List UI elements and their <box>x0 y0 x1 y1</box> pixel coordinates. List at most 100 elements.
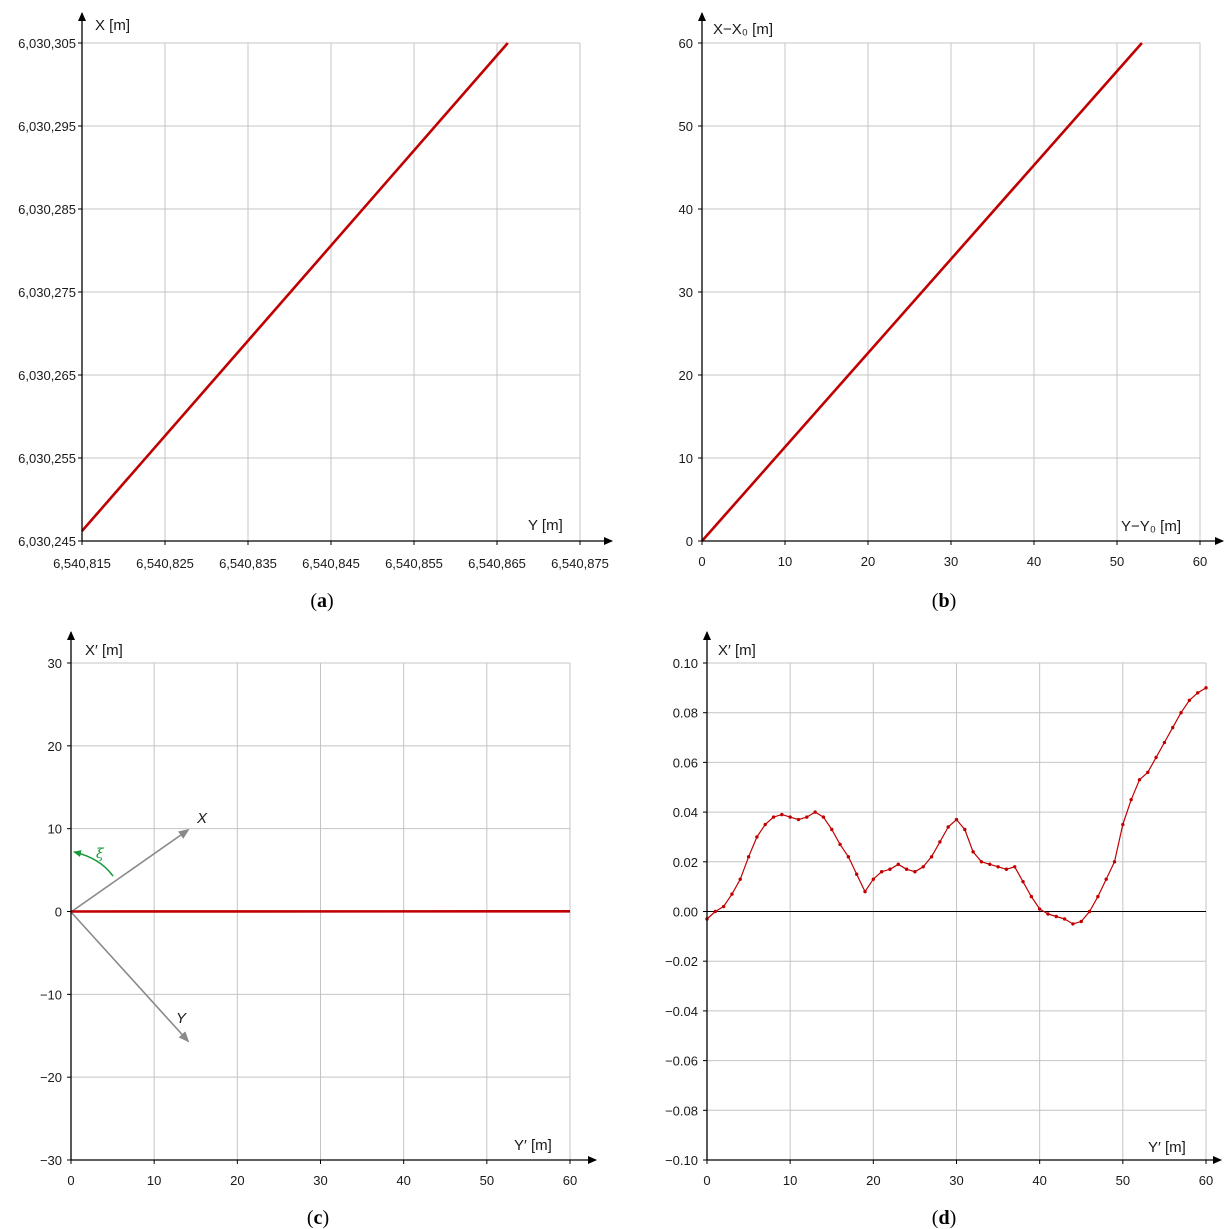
data-point <box>1129 797 1133 802</box>
panel-c-vector-y-label: Y <box>176 1010 187 1027</box>
y-tick-label: −0.04 <box>665 1004 698 1019</box>
panel-c-label-letter: c <box>314 1207 323 1229</box>
data-point <box>771 815 776 819</box>
y-tick-label: 0 <box>55 905 62 920</box>
y-tick-label: 60 <box>679 36 693 51</box>
y-tick-label: 0 <box>686 534 693 549</box>
x-tick-label: 0 <box>698 554 705 569</box>
data-point <box>896 862 900 866</box>
panel-a-x-tick-labels: 6,540,815 6,540,825 6,540,835 6,540,845 6,54… <box>53 556 609 571</box>
data-point <box>1087 909 1092 914</box>
y-tick-label: 6,030,275 <box>18 285 76 300</box>
x-tick-label: 60 <box>1199 1173 1213 1188</box>
y-tick-label: 6,030,305 <box>18 36 76 51</box>
data-point <box>738 877 742 881</box>
y-tick-label: 0.06 <box>673 755 698 770</box>
y-tick-label: −10 <box>40 987 62 1002</box>
data-point <box>1037 907 1042 911</box>
x-tick-label: 30 <box>313 1173 327 1188</box>
x-tick-label: 6,540,815 <box>53 556 111 571</box>
panel-a-axes <box>78 12 613 545</box>
panel-c-y-axis-title: X′ [m] <box>85 642 123 659</box>
panel-a-x-axis-title: Y [m] <box>528 517 563 534</box>
y-tick-label: 0.08 <box>673 706 698 721</box>
panel-c: X Y ξ 0 10 20 30 40 50 60 −30 −20 −10 0 10 20 30 X′ … <box>40 631 597 1229</box>
data-point <box>1112 860 1117 864</box>
panel-a-series <box>81 42 509 532</box>
x-tick-label: 40 <box>396 1173 410 1188</box>
panel-a-label: (a) <box>310 590 333 612</box>
data-point <box>838 842 842 847</box>
panel-d-x-axis-title: Y′ [m] <box>1148 1139 1186 1156</box>
data-point <box>1187 698 1192 702</box>
y-tick-label: −20 <box>40 1070 62 1085</box>
panel-c-y-vector <box>70 911 190 1043</box>
y-tick-label: 0.02 <box>673 855 698 870</box>
data-point <box>813 810 817 814</box>
data-point <box>721 904 726 909</box>
x-tick-label: 6,540,865 <box>468 556 526 571</box>
x-tick-label: 0 <box>703 1173 710 1188</box>
y-tick-label: −30 <box>40 1153 62 1168</box>
data-point <box>763 822 767 827</box>
x-tick-label: 6,540,825 <box>136 556 194 571</box>
data-point <box>1013 865 1017 869</box>
y-tick-label: 30 <box>48 656 62 671</box>
x-tick-label: 30 <box>949 1173 963 1188</box>
data-point <box>1204 686 1208 690</box>
panel-c-x-vector <box>70 828 190 913</box>
y-tick-label: 6,030,245 <box>18 534 76 549</box>
y-tick-label: 0.00 <box>673 905 698 920</box>
panel-c-x-axis-title: Y′ [m] <box>514 1137 552 1154</box>
panel-a-label-letter: a <box>317 590 327 612</box>
x-tick-label: 20 <box>861 554 875 569</box>
x-tick-label: 6,540,855 <box>385 556 443 571</box>
y-tick-label: 0.04 <box>673 805 698 820</box>
y-tick-label: −0.06 <box>665 1054 698 1069</box>
panel-b-grid <box>702 42 1201 541</box>
panel-b-x-tick-labels: 0 10 20 30 40 50 60 <box>698 554 1207 569</box>
y-tick-label: 50 <box>679 119 693 134</box>
data-point <box>855 872 859 876</box>
panel-c-label: (c) <box>307 1207 329 1229</box>
data-point <box>780 812 784 817</box>
series-line <box>701 42 1143 542</box>
panel-d: 0 10 20 30 40 50 60 −0.10 −0.08 −0.06 −0.04 −0.02 0… <box>665 631 1222 1229</box>
data-point <box>1071 922 1075 926</box>
series-line <box>81 42 509 532</box>
data-point <box>1121 822 1125 827</box>
x-tick-label: 30 <box>944 554 958 569</box>
data-point <box>821 815 826 819</box>
y-tick-label: −0.08 <box>665 1103 698 1118</box>
panel-b-label: (b) <box>932 590 956 612</box>
panel-c-axes <box>67 631 597 1164</box>
data-point <box>1162 740 1167 745</box>
panel-c-y-tick-labels: −30 −20 −10 0 10 20 30 <box>40 656 62 1168</box>
data-point <box>830 827 834 832</box>
panel-a-grid <box>82 42 581 541</box>
data-point <box>888 867 892 871</box>
x-tick-label: 6,540,875 <box>551 556 609 571</box>
y-tick-label: 20 <box>48 739 62 754</box>
y-tick-label: 0.10 <box>673 656 698 671</box>
data-point <box>913 870 917 874</box>
data-point <box>746 855 751 859</box>
data-point <box>946 825 950 829</box>
data-point <box>713 909 718 914</box>
data-point <box>755 835 759 839</box>
data-point <box>1179 711 1183 715</box>
panel-b-x-axis-title: Y−Y₀ [m] <box>1121 518 1181 535</box>
y-tick-label: 6,030,295 <box>18 119 76 134</box>
panel-d-x-tick-labels: 0 10 20 30 40 50 60 <box>703 1173 1213 1188</box>
data-point <box>1062 917 1067 921</box>
x-tick-label: 60 <box>1193 554 1207 569</box>
x-tick-label: 60 <box>563 1173 577 1188</box>
data-point <box>954 817 959 822</box>
y-tick-label: 6,030,285 <box>18 202 76 217</box>
panel-b: 0 10 20 30 40 50 60 0 10 20 30 40 50 60 X−X₀ [m] Y−Y… <box>679 12 1224 612</box>
data-point <box>1137 778 1142 782</box>
x-tick-label: 10 <box>783 1173 797 1188</box>
data-point <box>788 815 792 819</box>
x-tick-label: 0 <box>67 1173 74 1188</box>
